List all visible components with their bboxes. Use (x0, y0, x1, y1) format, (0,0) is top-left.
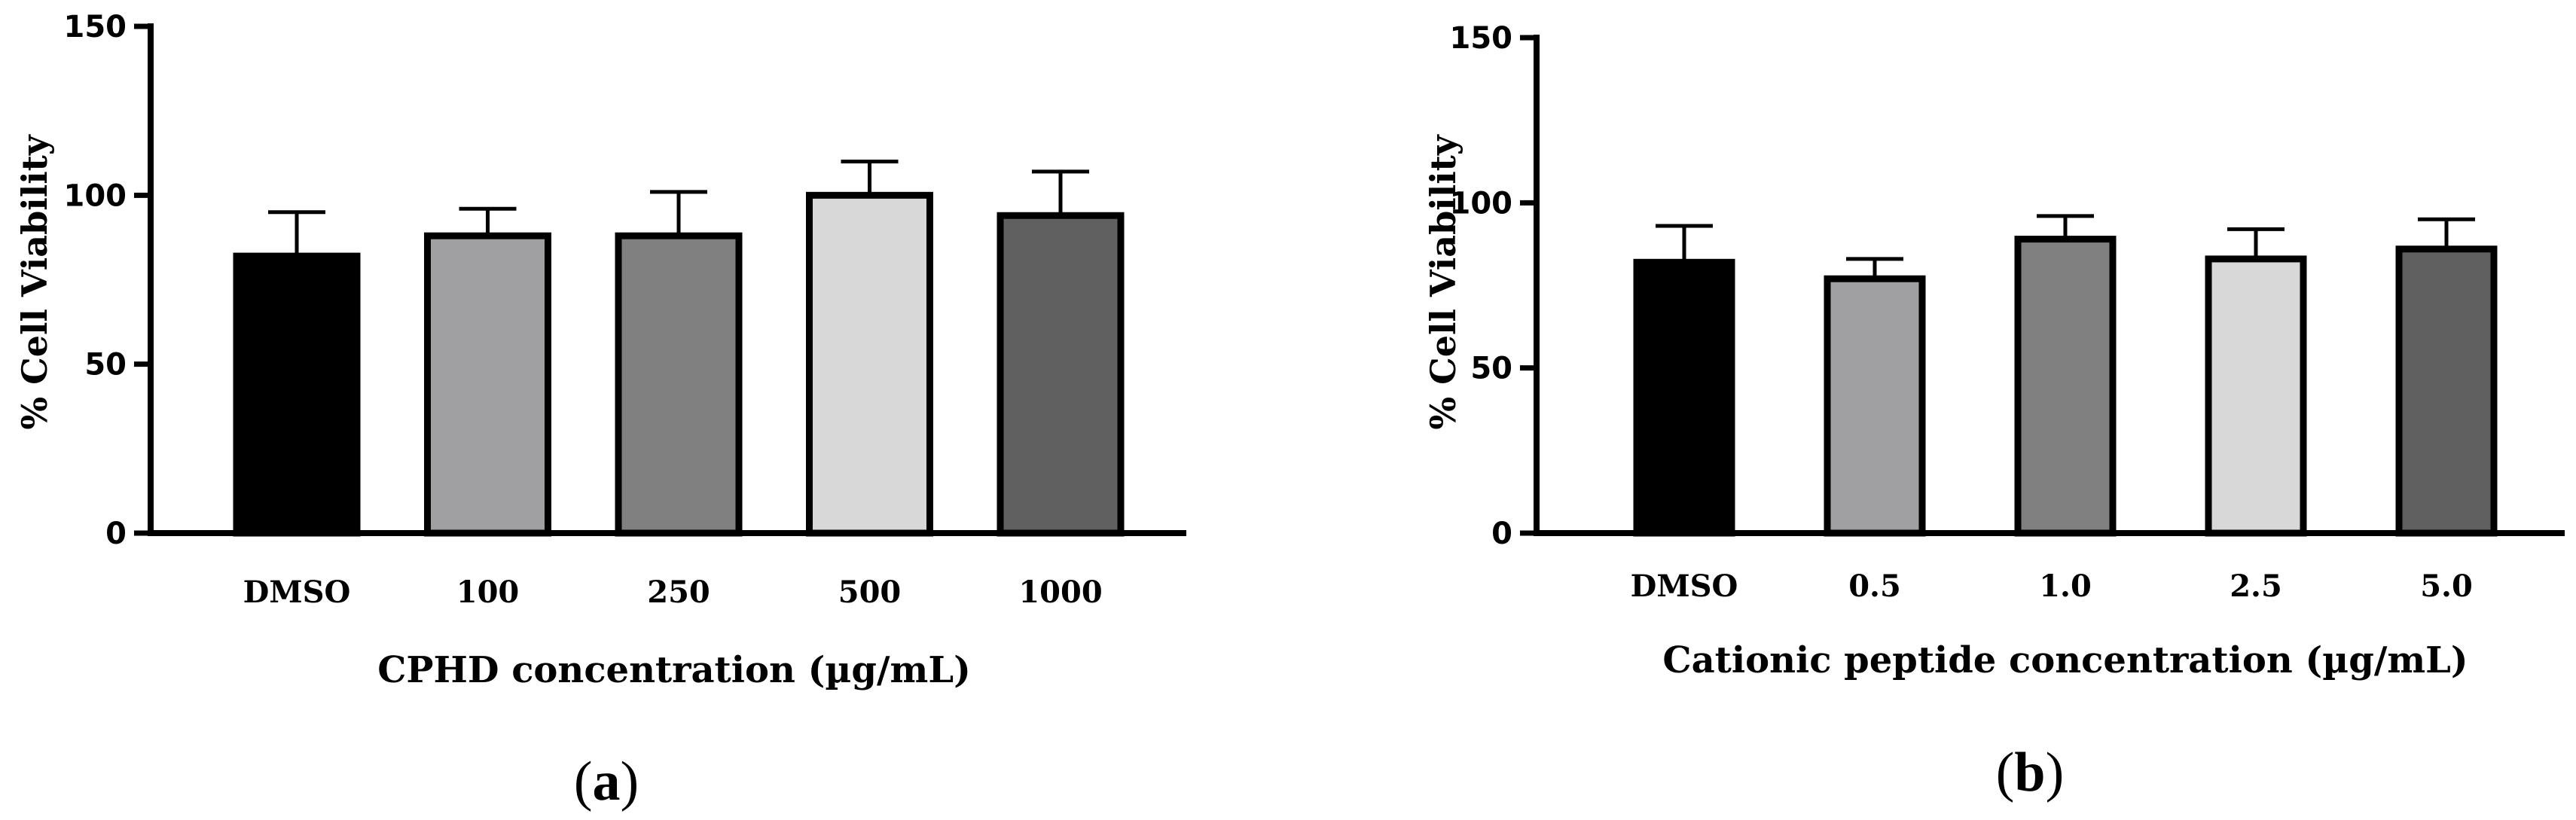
x-tick-label: 2.5 (2230, 569, 2282, 604)
bar-100 (424, 232, 551, 537)
error-bar-2.5 (2227, 227, 2285, 259)
error-bar-1.0 (2037, 214, 2094, 239)
panel-letter-a: a (593, 751, 621, 812)
bar-250 (615, 232, 743, 537)
y-tick-label: 0 (105, 517, 127, 551)
bar-DMSO (1633, 258, 1735, 537)
x-tick-label: 1.0 (2039, 569, 2092, 604)
chart-panel-b: % Cell Viability 0 50 100 150 DMSO 0.5 1.0 2.5… (1423, 21, 2565, 803)
y-tick-label: 50 (1470, 352, 1512, 386)
y-tick-label: 150 (1450, 21, 1513, 56)
y-ticks-b: 0 50 100 150 (1450, 21, 1537, 551)
x-tick-label: 250 (647, 575, 710, 610)
error-bar-DMSO (268, 210, 325, 257)
y-tick-label: 100 (64, 178, 127, 213)
chart-panel-a: % Cell Viability 0 50 100 150 DMSO 100 250 500… (14, 10, 1186, 812)
x-tick-label: 0.5 (1848, 569, 1901, 604)
bar-5.0 (2395, 245, 2498, 537)
x-axis-label-a: CPHD concentration (µg/mL) (377, 649, 971, 691)
bars-a (233, 159, 1125, 537)
x-tick-label: 500 (838, 575, 902, 610)
panel-label-a: (a) (574, 751, 639, 812)
y-tick-label: 100 (1450, 186, 1513, 221)
axes-a (148, 23, 1186, 536)
y-ticks-a: 0 50 100 150 (64, 10, 151, 551)
error-bar-DMSO (1656, 224, 1713, 263)
x-ticks-a: DMSO 100 250 500 1000 (243, 575, 1103, 610)
x-tick-label: 5.0 (2420, 569, 2473, 604)
y-axis-label-b: % Cell Viability (1423, 134, 1463, 430)
error-bar-250 (650, 190, 707, 236)
y-tick-label: 50 (84, 348, 127, 383)
x-tick-label: DMSO (1631, 569, 1738, 604)
error-bar-500 (841, 159, 899, 196)
x-axis-label-b: Cationic peptide concentration (µg/mL) (1662, 639, 2468, 681)
bar-500 (806, 191, 933, 537)
x-tick-label: 1000 (1018, 575, 1102, 610)
x-tick-label: 100 (456, 575, 520, 610)
bar-1.0 (2014, 236, 2117, 537)
error-bar-5.0 (2418, 217, 2475, 249)
error-bar-1000 (1032, 169, 1089, 216)
panel-letter-b: b (2014, 742, 2045, 803)
bar-DMSO (233, 252, 361, 537)
bar-1000 (997, 212, 1125, 537)
y-tick-label: 150 (64, 10, 127, 44)
error-bar-100 (459, 206, 517, 236)
axes-b (1534, 35, 2565, 536)
panel-label-b: (b) (1996, 742, 2064, 803)
bar-0.5 (1824, 275, 1926, 537)
y-axis-label-a: % Cell Viability (14, 134, 55, 430)
bars-b (1633, 214, 2498, 537)
x-tick-label: DMSO (243, 575, 351, 610)
error-bar-0.5 (1846, 257, 1903, 279)
bar-2.5 (2205, 255, 2307, 537)
y-tick-label: 0 (1491, 517, 1512, 551)
